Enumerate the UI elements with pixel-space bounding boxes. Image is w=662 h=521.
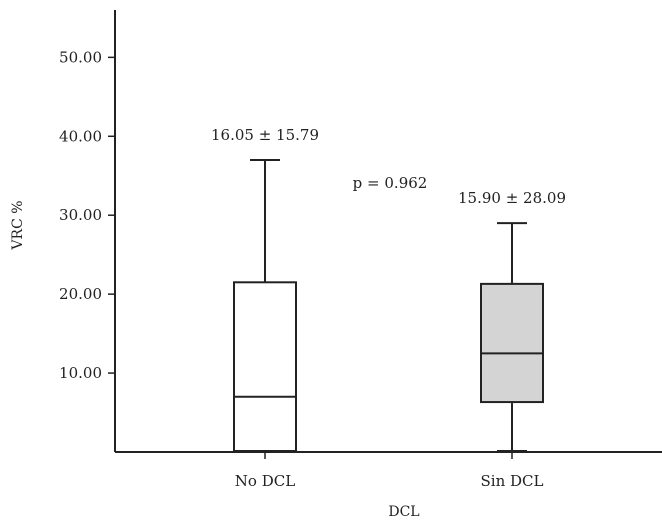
y-tick-label: 20.00 [59, 285, 102, 303]
y-tick-label: 50.00 [59, 48, 102, 66]
x-tick-label: No DCL [235, 472, 295, 490]
p-value-annotation: p = 0.962 [353, 174, 428, 192]
iqr-box [480, 282, 544, 404]
box-annotation: 15.90 ± 28.09 [458, 189, 566, 207]
y-tick-label: 30.00 [59, 206, 102, 224]
y-tick-label: 10.00 [59, 364, 102, 382]
x-axis-title: DCL [388, 504, 419, 520]
box-annotation: 16.05 ± 15.79 [211, 126, 319, 144]
y-axis-title: VRC % [10, 200, 26, 250]
iqr-box [233, 281, 297, 452]
x-tick-label: Sin DCL [481, 472, 544, 490]
y-tick-label: 40.00 [59, 127, 102, 145]
box-no-dcl: 16.05 ± 15.79 [211, 126, 319, 452]
box-sin-dcl: 15.90 ± 28.09 [458, 189, 566, 452]
